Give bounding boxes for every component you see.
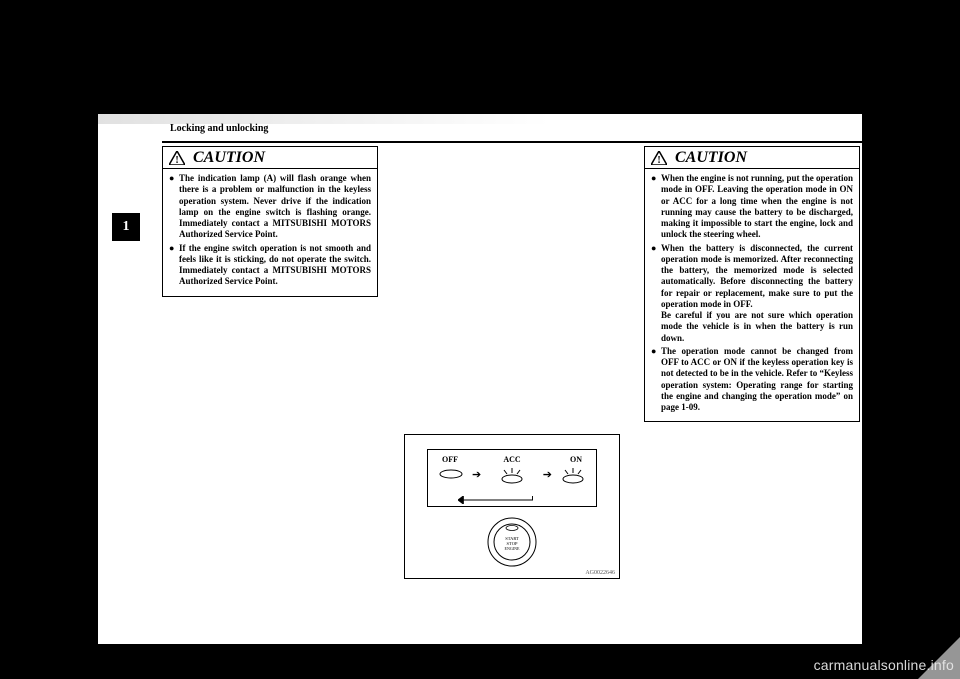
bullet-icon: ● [651, 243, 661, 344]
caution-text: If the engine switch operation is not sm… [179, 243, 371, 288]
caution-body: ● When the engine is not running, put th… [645, 169, 859, 421]
arrow-right-icon: ➔ [472, 468, 481, 481]
caution-title: CAUTION [675, 149, 747, 167]
svg-text:!: ! [175, 155, 178, 165]
caution-item: ● If the engine switch operation is not … [169, 243, 371, 288]
right-column: ! CAUTION ● When the engine is not runni… [644, 146, 860, 422]
section-header: Locking and unlocking [170, 123, 268, 134]
lamp-acc-icon [499, 468, 525, 484]
bullet-icon: ● [169, 243, 179, 288]
caution-text: When the engine is not running, put the … [661, 173, 853, 241]
caution-item: ● When the engine is not running, put th… [651, 173, 853, 241]
bullet-icon: ● [651, 173, 661, 241]
caution-header: ! CAUTION [645, 147, 859, 169]
diagram-code: AG0022646 [585, 570, 615, 576]
caution-body: ● The indication lamp (A) will flash ora… [163, 169, 377, 296]
mode-diagram: OFF ACC ON ➔ ➔ [404, 434, 620, 579]
warning-icon: ! [169, 151, 185, 165]
warning-icon: ! [651, 151, 667, 165]
caution-text: When the battery is disconnected, the cu… [661, 243, 853, 344]
manual-page: Locking and unlocking 1 ! CAUTION ● The … [98, 114, 862, 644]
arrow-return-icon [458, 496, 533, 504]
caution-text: The indication lamp (A) will flash orang… [179, 173, 371, 241]
bullet-icon: ● [651, 346, 661, 414]
caution-box-left: ! CAUTION ● The indication lamp (A) will… [162, 146, 378, 297]
caution-text: The operation mode cannot be changed fro… [661, 346, 853, 414]
lamp-off-icon [438, 468, 464, 480]
caution-box-right: ! CAUTION ● When the engine is not runni… [644, 146, 860, 422]
btn-line3: ENGINE [505, 546, 520, 551]
page-shadow [98, 114, 550, 124]
arrow-right-icon: ➔ [543, 468, 552, 481]
caution-item: ● The operation mode cannot be changed f… [651, 346, 853, 414]
mode-off-label: OFF [442, 455, 458, 464]
engine-start-button-icon: START STOP ENGINE [487, 517, 537, 567]
caution-title: CAUTION [193, 149, 265, 167]
caution-header: ! CAUTION [163, 147, 377, 169]
mode-acc-label: ACC [503, 455, 520, 464]
caution-item: ● The indication lamp (A) will flash ora… [169, 173, 371, 241]
header-rule [162, 141, 862, 143]
chapter-tab: 1 [112, 213, 140, 241]
bullet-icon: ● [169, 173, 179, 241]
lamp-on-icon [560, 468, 586, 484]
svg-text:!: ! [657, 155, 660, 165]
mode-on-label: ON [570, 455, 582, 464]
diagram-frame: OFF ACC ON ➔ ➔ [427, 449, 597, 507]
left-column: ! CAUTION ● The indication lamp (A) will… [162, 146, 378, 297]
page-curl-icon [918, 637, 960, 679]
caution-item: ● When the battery is disconnected, the … [651, 243, 853, 344]
